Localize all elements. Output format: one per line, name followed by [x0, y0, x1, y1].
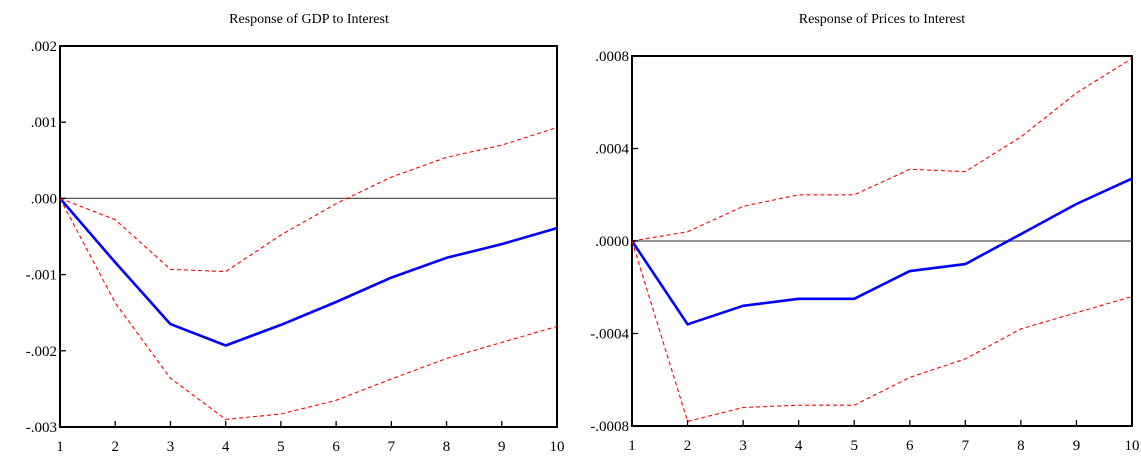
- x-tick-label-prices: 7: [962, 438, 970, 454]
- y-tick-label-gdp: .000: [31, 191, 57, 207]
- x-tick-label-gdp: 2: [111, 439, 119, 455]
- response-line-prices: [630, 177, 1133, 326]
- x-tick-label-gdp: 8: [443, 439, 451, 455]
- gdp-response-panel: Response of GDP to Interest .002 .001 .000…: [26, 12, 565, 455]
- y-tick-label-gdp: -.003: [26, 420, 57, 436]
- y-tick-label-gdp: -.001: [26, 268, 57, 284]
- x-tick-label-gdp: 7: [388, 439, 396, 455]
- y-axis-gdp: .002 .001 .000 -.001 -.002 -.003: [26, 39, 66, 436]
- x-tick-label-prices: 4: [795, 438, 803, 454]
- y-tick-label-prices: .0008: [595, 49, 629, 65]
- x-tick-label-gdp: 10: [550, 439, 565, 455]
- lower-band-line-prices: [631, 240, 1133, 422]
- x-tick-label-gdp: 5: [277, 439, 285, 455]
- lower-band-line-gdp: [59, 198, 558, 420]
- y-tick-label-gdp: -.002: [26, 344, 57, 360]
- y-tick-label-prices: .0000: [595, 234, 629, 250]
- x-tick-label-prices: 6: [906, 438, 914, 454]
- x-tick-label-prices: 9: [1073, 438, 1081, 454]
- y-tick-label-gdp: .001: [31, 115, 57, 131]
- x-tick-label-gdp: 9: [498, 439, 506, 455]
- x-axis-prices: 1 2 3 4 5 6 7 8 9 10: [628, 420, 1140, 454]
- series-group-prices: [630, 57, 1133, 422]
- y-tick-label-prices: -.0008: [590, 419, 629, 435]
- x-tick-label-prices: 5: [850, 438, 858, 454]
- x-tick-label-prices: 3: [739, 438, 747, 454]
- response-line-gdp: [59, 197, 558, 347]
- x-tick-label-prices: 2: [684, 438, 692, 454]
- x-tick-label-gdp: 4: [222, 439, 230, 455]
- y-tick-label-prices: -.0004: [590, 327, 629, 343]
- chart-title-prices: Response of Prices to Interest: [799, 12, 966, 27]
- plot-frame-gdp: [59, 45, 558, 428]
- y-tick-label-prices: .0004: [595, 142, 629, 158]
- y-axis-prices: .0008 .0004 .0000 -.0004 -.0008: [590, 49, 638, 435]
- upper-band-line-prices: [631, 57, 1133, 242]
- series-group-gdp: [59, 126, 558, 420]
- prices-response-panel: Response of Prices to Interest .0008.000…: [590, 12, 1139, 454]
- x-tick-label-gdp: 1: [56, 439, 64, 455]
- y-tick-label-gdp: .002: [31, 39, 57, 55]
- x-tick-label-gdp: 3: [167, 439, 175, 455]
- x-tick-label-gdp: 6: [332, 439, 340, 455]
- x-tick-label-prices: 10: [1125, 438, 1140, 454]
- x-axis-gdp: 1 2 3 4 5 6 7 8 9 10: [56, 421, 565, 455]
- x-tick-label-prices: 8: [1017, 438, 1025, 454]
- x-tick-label-prices: 1: [628, 438, 636, 454]
- chart-title-gdp: Response of GDP to Interest: [229, 12, 389, 27]
